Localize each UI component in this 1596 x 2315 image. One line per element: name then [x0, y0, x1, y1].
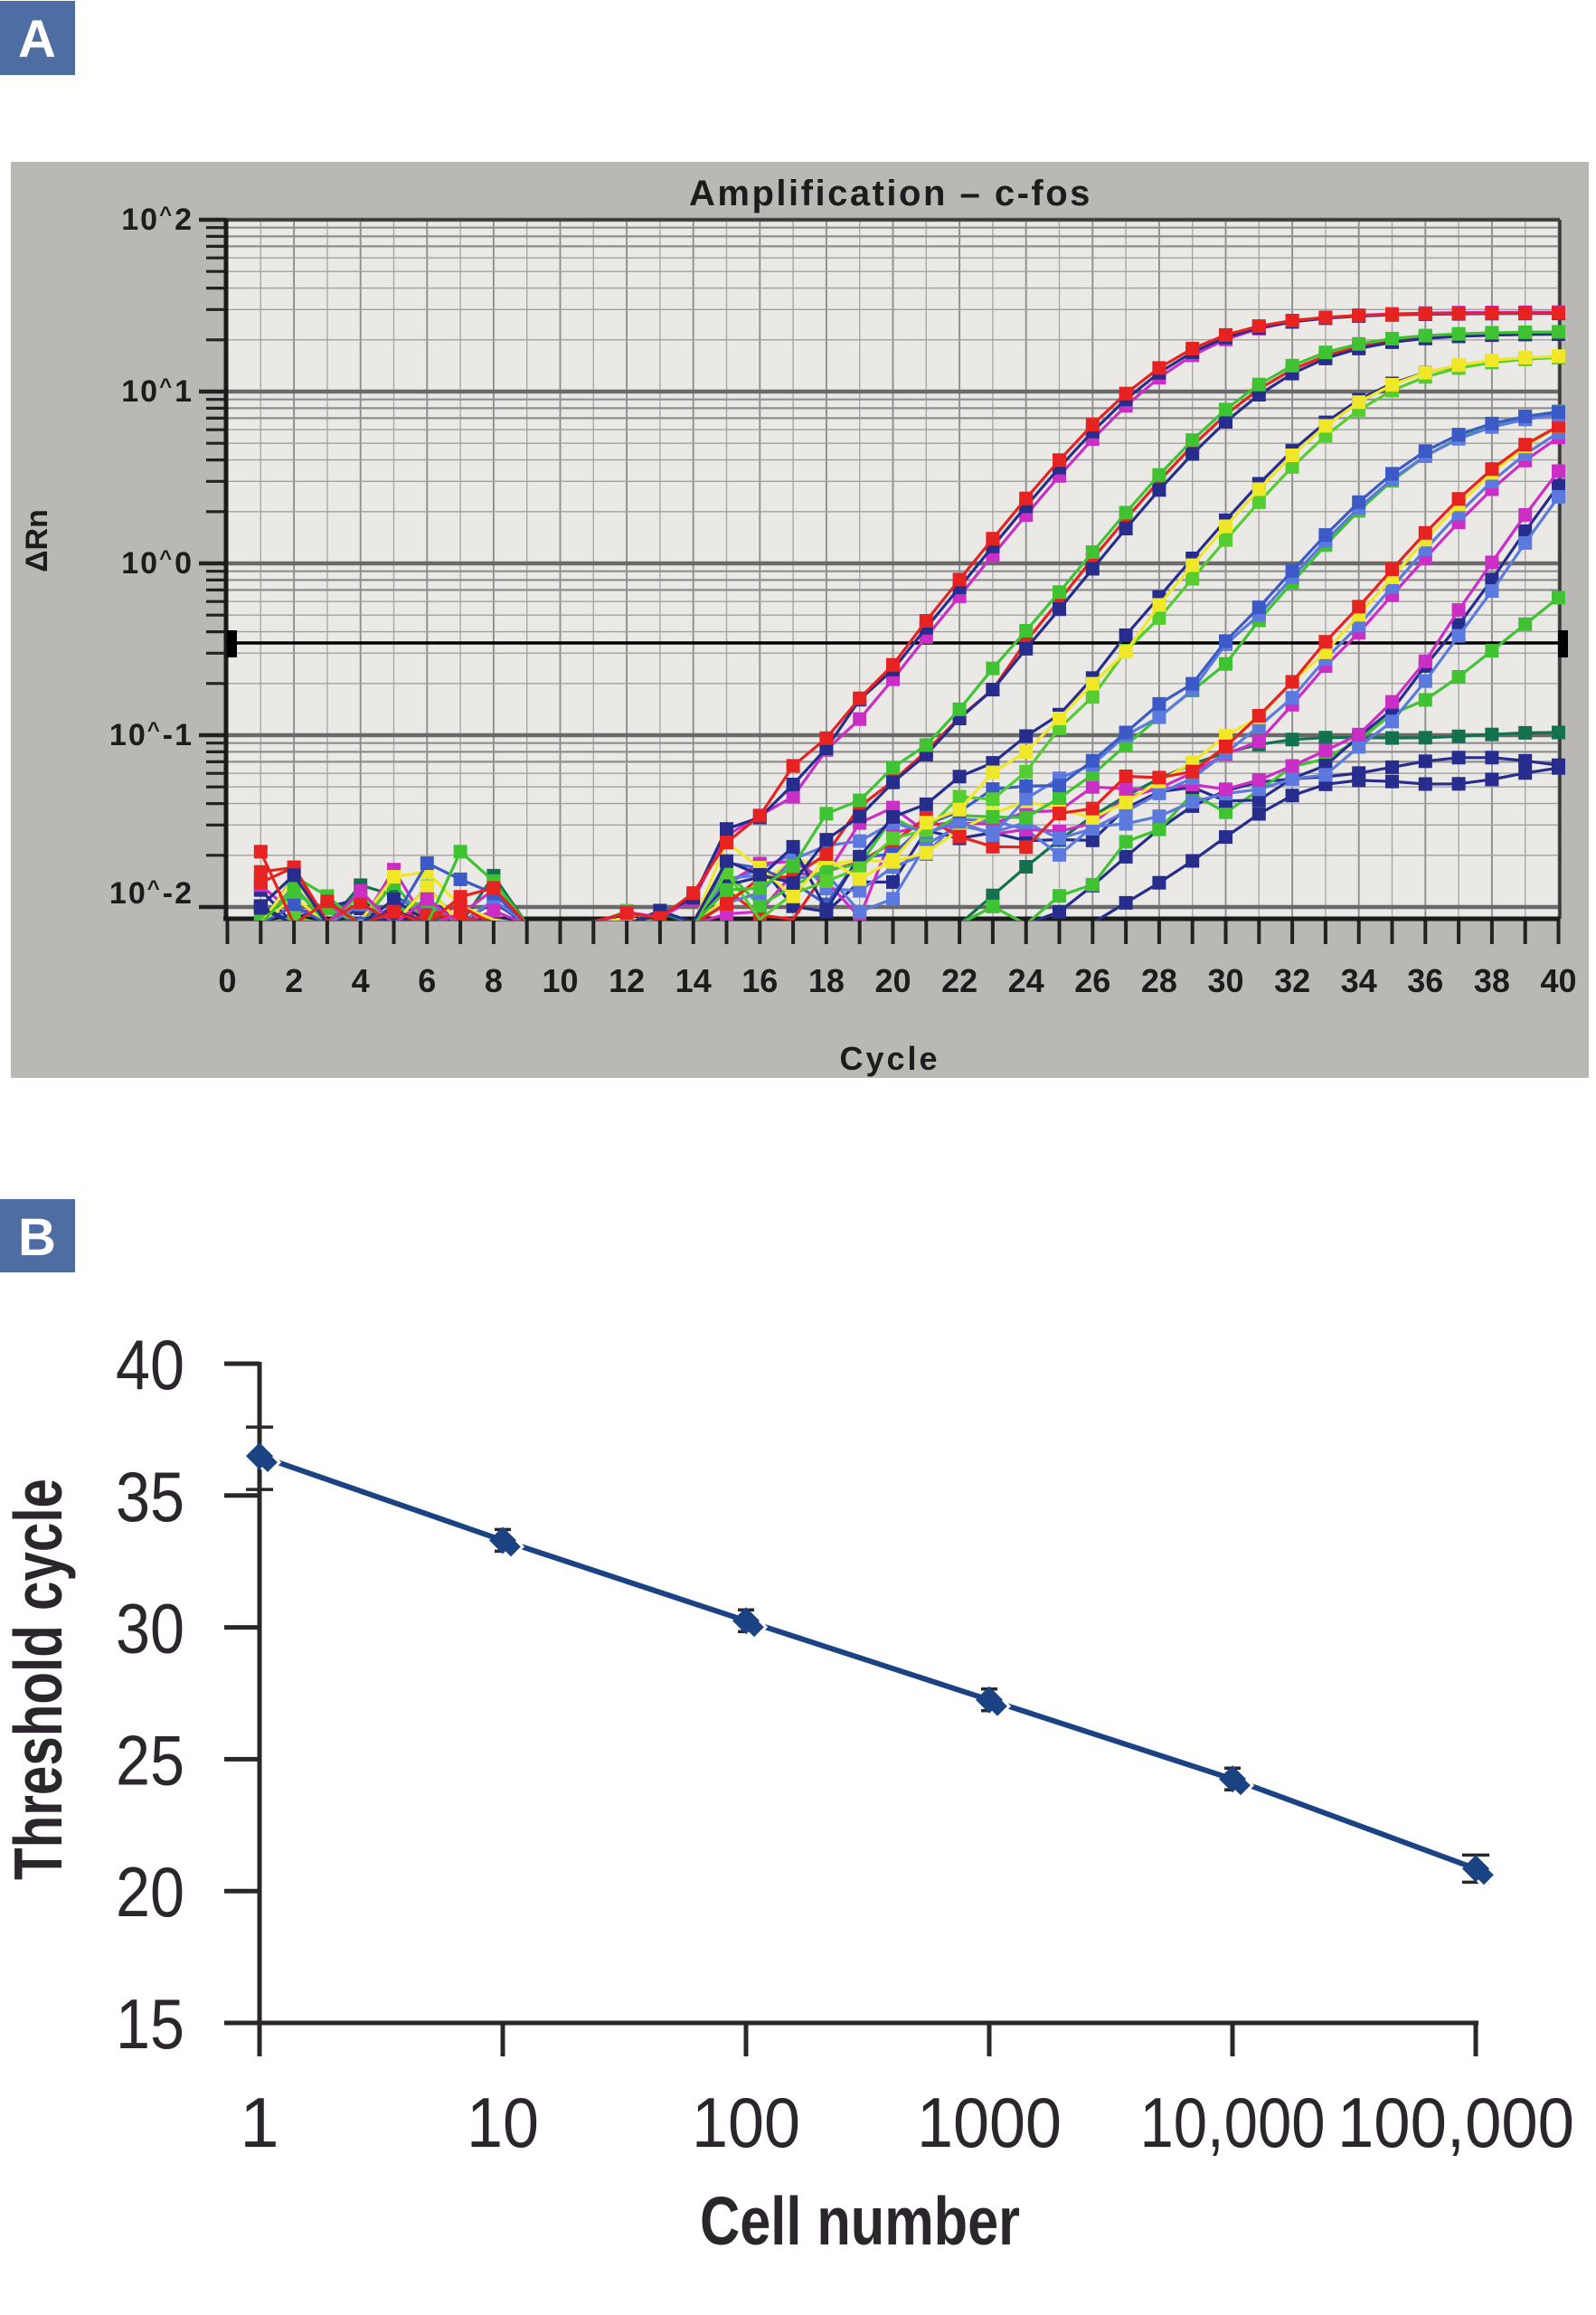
- svg-text:30: 30: [1207, 962, 1243, 999]
- svg-text:1: 1: [240, 2083, 279, 2162]
- svg-text:14: 14: [675, 962, 712, 999]
- svg-text:10: 10: [467, 2083, 539, 2162]
- svg-text:Cell number: Cell number: [700, 2183, 1020, 2259]
- svg-text:2: 2: [285, 962, 303, 999]
- svg-text:26: 26: [1074, 962, 1110, 999]
- svg-text:10^0: 10^0: [121, 546, 194, 581]
- svg-text:Amplification – c-fos: Amplification – c-fos: [689, 174, 1092, 213]
- svg-text:35: 35: [116, 1457, 184, 1536]
- svg-text:34: 34: [1341, 962, 1377, 999]
- svg-text:18: 18: [808, 962, 845, 999]
- svg-text:16: 16: [741, 962, 778, 999]
- svg-text:Cycle: Cycle: [839, 1040, 940, 1077]
- svg-text:12: 12: [609, 962, 645, 999]
- svg-text:4: 4: [352, 962, 370, 999]
- svg-text:28: 28: [1141, 962, 1177, 999]
- svg-text:Threshold cycle: Threshold cycle: [0, 1479, 76, 1880]
- svg-text:A: A: [18, 10, 56, 69]
- svg-text:15: 15: [116, 1984, 184, 2064]
- svg-text:0: 0: [218, 962, 236, 999]
- svg-text:40: 40: [116, 1325, 184, 1404]
- svg-text:10: 10: [542, 962, 578, 999]
- svg-text:32: 32: [1274, 962, 1310, 999]
- svg-text:38: 38: [1474, 962, 1510, 999]
- svg-text:10,000: 10,000: [1140, 2083, 1326, 2162]
- svg-text:20: 20: [116, 1852, 184, 1932]
- svg-text:10^2: 10^2: [121, 203, 194, 237]
- svg-text:100,000: 100,000: [1337, 2083, 1574, 2162]
- svg-text:ΔRn: ΔRn: [20, 509, 54, 572]
- svg-text:10^1: 10^1: [121, 374, 194, 409]
- svg-text:24: 24: [1008, 962, 1044, 999]
- svg-text:25: 25: [116, 1720, 184, 1800]
- svg-text:B: B: [18, 1208, 56, 1267]
- svg-text:36: 36: [1407, 962, 1443, 999]
- svg-text:30: 30: [116, 1589, 184, 1668]
- svg-text:1000: 1000: [917, 2083, 1062, 2162]
- svg-text:8: 8: [485, 962, 503, 999]
- svg-text:40: 40: [1540, 962, 1576, 999]
- svg-text:20: 20: [874, 962, 911, 999]
- svg-text:6: 6: [418, 962, 436, 999]
- svg-text:100: 100: [692, 2083, 800, 2162]
- svg-text:22: 22: [941, 962, 977, 999]
